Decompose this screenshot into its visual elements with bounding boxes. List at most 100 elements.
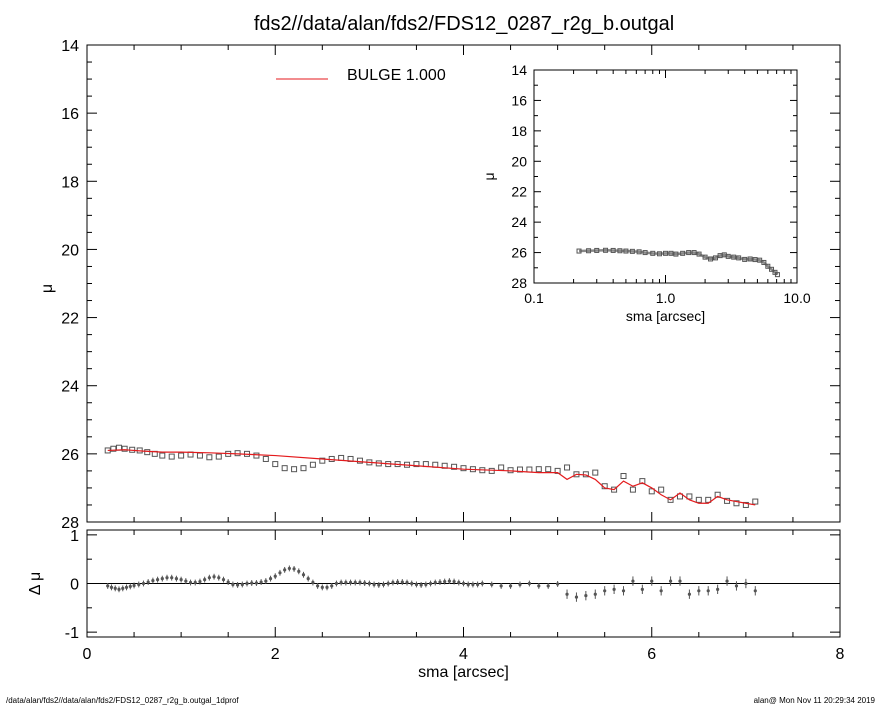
residual-data-point bbox=[132, 583, 136, 588]
main-data-point bbox=[564, 464, 571, 471]
main-data-point bbox=[545, 466, 552, 473]
residual-data-point bbox=[254, 581, 259, 585]
main-data-point bbox=[281, 465, 288, 472]
main-ytick-label: 14 bbox=[61, 38, 79, 55]
residual-data-point bbox=[259, 580, 263, 584]
residual-data-point bbox=[106, 584, 110, 588]
main-ytick-label: 26 bbox=[61, 447, 79, 464]
main-data-point bbox=[488, 467, 495, 474]
residual-data-point bbox=[146, 580, 150, 584]
residual-data-point bbox=[306, 577, 310, 581]
chart-title: fds2//data/alan/fds2/FDS12_0287_r2g_b.ou… bbox=[254, 13, 674, 35]
residual-data-point bbox=[424, 582, 428, 587]
main-data-point bbox=[121, 445, 128, 452]
residual-data-point bbox=[128, 584, 132, 589]
residual-xtick-label: 2 bbox=[271, 646, 280, 663]
residual-data-point bbox=[433, 580, 437, 585]
residual-data-point bbox=[443, 579, 447, 584]
inset-xlabel: sma [arcsec] bbox=[626, 308, 705, 324]
inset-plot-frame bbox=[533, 69, 798, 284]
residual-data-point bbox=[268, 577, 273, 581]
residual-data-point bbox=[428, 581, 433, 586]
residual-xtick-label: 6 bbox=[647, 646, 656, 663]
residual-data-point bbox=[334, 581, 339, 586]
residual-data-point bbox=[377, 583, 381, 587]
inset-ytick-label: 22 bbox=[511, 184, 527, 200]
main-data-point bbox=[356, 457, 363, 464]
residual-data-point bbox=[137, 582, 141, 587]
main-data-point bbox=[714, 491, 721, 498]
residual-data-point bbox=[697, 589, 701, 593]
residual-data-point bbox=[188, 580, 193, 585]
residual-data-point bbox=[117, 587, 121, 591]
main-ylabel: μ bbox=[39, 284, 56, 293]
residual-data-point bbox=[466, 582, 470, 587]
residual-data-point bbox=[151, 578, 155, 583]
main-data-point bbox=[686, 493, 693, 500]
model-line bbox=[107, 449, 756, 506]
residual-data-point bbox=[245, 581, 249, 586]
main-data-point bbox=[554, 467, 561, 474]
residual-data-point bbox=[203, 578, 207, 582]
residual-data-point bbox=[527, 581, 531, 586]
inset-ytick-label: 20 bbox=[511, 153, 527, 169]
main-data-point bbox=[695, 496, 702, 503]
residual-xtick-label: 4 bbox=[459, 646, 468, 663]
main-data-point bbox=[592, 469, 599, 476]
residual-data-point bbox=[174, 577, 179, 581]
residual-data-point bbox=[231, 582, 235, 587]
footer-file-path: /data/alan/fds2//data/alan/fds2/FDS12_02… bbox=[6, 696, 239, 705]
residual-data-point bbox=[344, 580, 348, 585]
main-data-point bbox=[648, 488, 655, 495]
residual-data-point bbox=[124, 585, 129, 589]
residual-data-point bbox=[226, 580, 230, 584]
residual-data-point bbox=[170, 576, 174, 580]
inset-xtick-label: 0.1 bbox=[524, 290, 544, 306]
main-data-point bbox=[460, 465, 467, 472]
residual-data-point bbox=[593, 592, 597, 596]
residual-data-point bbox=[160, 577, 164, 581]
residual-data-point bbox=[457, 580, 461, 585]
main-ytick-label: 28 bbox=[61, 515, 79, 532]
inset-data-trace bbox=[578, 249, 779, 276]
residual-data-point bbox=[706, 589, 710, 593]
residual-data-point bbox=[212, 575, 216, 579]
residual-data-point bbox=[372, 582, 376, 587]
residual-data-point bbox=[476, 582, 480, 587]
main-data-point bbox=[253, 452, 260, 459]
residual-data-point bbox=[386, 581, 390, 586]
residual-data-point bbox=[640, 587, 644, 591]
inset-data-point bbox=[769, 266, 775, 272]
main-data-point bbox=[234, 450, 241, 457]
residual-data-point bbox=[659, 589, 663, 593]
inset-xtick-label: 10.0 bbox=[783, 290, 810, 306]
residual-data-point bbox=[678, 579, 682, 583]
main-data-point bbox=[272, 461, 279, 468]
main-data-point bbox=[159, 452, 166, 459]
residual-data-point bbox=[734, 584, 739, 588]
residual-data-point bbox=[184, 579, 188, 583]
residual-ylabel: Δ μ bbox=[27, 572, 44, 595]
main-data-point bbox=[742, 501, 749, 508]
main-data-point bbox=[144, 449, 151, 456]
residual-data-point bbox=[716, 587, 720, 591]
main-data-point bbox=[262, 455, 269, 462]
residual-data-point bbox=[320, 585, 324, 589]
residual-data-point bbox=[584, 594, 588, 598]
residual-data-point bbox=[330, 584, 334, 588]
residual-data-point bbox=[414, 582, 419, 587]
main-data-point bbox=[451, 463, 458, 470]
residual-data-point bbox=[113, 586, 117, 590]
main-data-point bbox=[733, 500, 740, 507]
residual-data-point bbox=[278, 571, 282, 575]
residual-data-point bbox=[179, 578, 183, 582]
inset-ytick-label: 28 bbox=[511, 275, 527, 291]
footer-timestamp: alan@ Mon Nov 11 20:29:34 2019 bbox=[753, 696, 875, 705]
main-data-point bbox=[178, 452, 185, 459]
residual-data-point bbox=[556, 582, 560, 586]
main-data-point bbox=[309, 461, 316, 468]
residual-data-point bbox=[480, 581, 484, 586]
main-data-point bbox=[535, 466, 542, 473]
